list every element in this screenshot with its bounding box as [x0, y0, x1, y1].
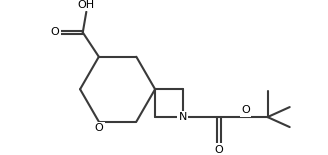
Text: O: O	[51, 27, 60, 38]
Text: N: N	[179, 112, 187, 122]
Text: OH: OH	[78, 0, 95, 10]
Text: O: O	[241, 105, 250, 115]
Text: O: O	[214, 145, 223, 155]
Text: O: O	[94, 124, 103, 133]
